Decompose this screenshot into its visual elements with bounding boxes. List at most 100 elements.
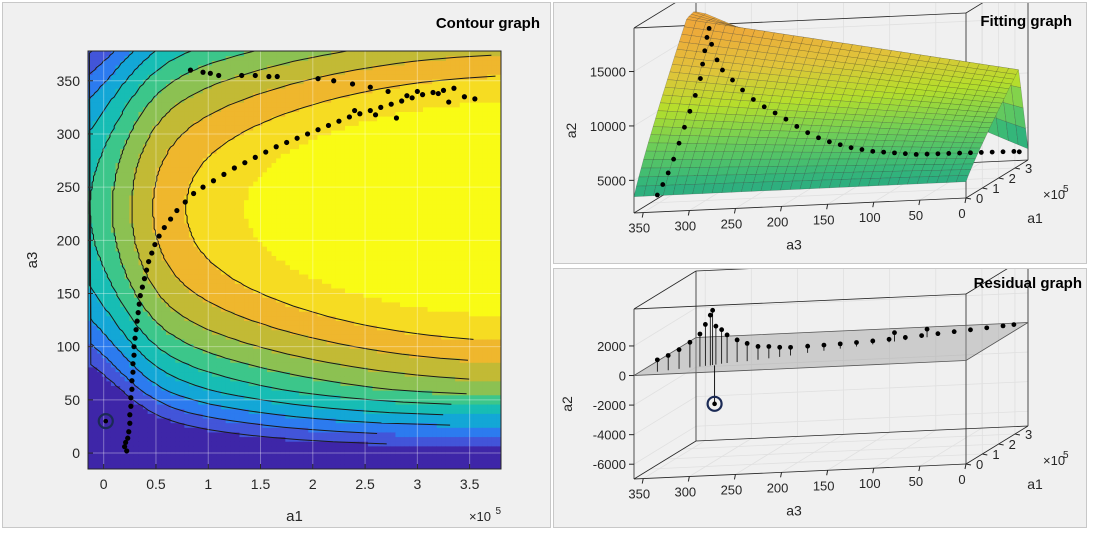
contour-cell xyxy=(92,394,98,400)
contour-cell xyxy=(303,431,309,438)
contour-cell xyxy=(271,171,277,177)
contour-cell xyxy=(193,97,199,103)
contour-cell xyxy=(156,190,163,196)
contour-cell xyxy=(248,218,254,224)
contour-cell xyxy=(303,106,309,112)
contour-cell xyxy=(170,348,176,354)
contour-cell xyxy=(216,311,222,317)
contour-cell xyxy=(147,366,153,373)
contour-cell xyxy=(184,134,190,140)
contour-cell xyxy=(253,394,259,400)
contour-cell xyxy=(175,157,181,164)
contour-cell xyxy=(166,455,172,461)
contour-cell xyxy=(179,394,185,400)
contour-cell xyxy=(170,190,176,196)
contour-cell xyxy=(221,283,227,289)
contour-cell xyxy=(244,125,250,131)
contour-cell xyxy=(161,106,167,112)
contour-cell xyxy=(138,362,144,368)
contour-cell xyxy=(184,431,190,438)
contour-cell xyxy=(106,390,112,396)
contour-cell xyxy=(289,246,296,252)
contour-cell xyxy=(294,181,300,187)
contour-cell xyxy=(303,204,309,210)
contour-cell xyxy=(308,366,314,373)
contour-cell xyxy=(147,92,153,99)
contour-cell xyxy=(303,362,309,368)
contour-cell xyxy=(234,199,241,205)
contour-cell xyxy=(88,162,94,168)
contour-cell xyxy=(294,413,300,419)
contour-cell xyxy=(299,69,305,75)
contour-cell xyxy=(152,148,158,154)
contour-cell xyxy=(156,236,163,243)
contour-cell xyxy=(143,171,149,177)
contour-cell xyxy=(106,194,112,201)
contour-cell xyxy=(110,376,117,382)
contour-cell xyxy=(331,366,337,373)
contour-cell xyxy=(248,306,254,312)
contour-cell xyxy=(152,455,158,461)
contour-cell xyxy=(266,51,273,57)
contour-cell xyxy=(138,445,144,452)
contour-cell xyxy=(193,459,199,465)
contour-cell xyxy=(312,306,319,312)
contour-cell xyxy=(193,194,199,201)
contour-cell xyxy=(147,385,153,391)
contour-cell xyxy=(143,153,149,159)
contour-cell xyxy=(129,185,135,191)
contour-cell xyxy=(198,292,204,298)
contour-cell xyxy=(188,390,195,396)
contour-cell xyxy=(312,343,319,349)
contour-cell xyxy=(317,162,323,168)
contour-cell xyxy=(248,190,254,196)
contour-cell xyxy=(285,445,291,452)
contour-cell xyxy=(308,334,314,340)
contour-cell xyxy=(184,455,190,461)
contour-cell xyxy=(230,394,236,400)
contour-cell xyxy=(331,311,337,317)
contour-cell xyxy=(188,334,195,340)
contour-cell xyxy=(280,264,286,270)
contour-cell xyxy=(257,273,263,280)
contour-cell xyxy=(101,222,107,229)
contour-cell xyxy=(253,357,259,363)
contour-cell xyxy=(289,74,296,80)
contour-cell xyxy=(147,69,153,75)
contour-cell xyxy=(202,264,208,270)
contour-cell xyxy=(175,301,181,308)
contour-cell xyxy=(257,120,263,126)
contour-cell xyxy=(106,287,112,294)
contour-cell xyxy=(198,204,204,210)
contour-cell xyxy=(335,83,341,89)
contour-cell xyxy=(133,120,140,126)
contour-cell xyxy=(184,287,190,294)
contour-cell xyxy=(230,55,236,61)
contour-cell xyxy=(156,116,163,122)
contour-cell xyxy=(216,403,222,410)
contour-cell xyxy=(322,348,328,354)
contour-cell xyxy=(175,362,181,368)
contour-cell xyxy=(276,292,282,298)
contour-cell xyxy=(179,129,185,136)
contour-cell xyxy=(322,260,328,266)
contour-cell xyxy=(124,343,130,349)
contour-cell xyxy=(322,148,328,154)
contour-cell xyxy=(244,283,250,289)
contour-cell xyxy=(312,362,319,368)
contour-cell xyxy=(88,83,94,89)
contour-cell xyxy=(115,297,121,303)
contour-cell xyxy=(202,232,208,238)
contour-cell xyxy=(312,399,319,405)
contour-cell xyxy=(257,380,263,386)
contour-cell xyxy=(184,125,190,131)
contour-cell xyxy=(147,176,153,182)
contour-cell xyxy=(234,376,241,382)
contour-cell xyxy=(202,352,208,359)
contour-cell xyxy=(138,385,144,391)
contour-cell xyxy=(257,222,263,229)
contour-cell xyxy=(294,385,300,391)
contour-cell xyxy=(170,441,176,447)
contour-cell xyxy=(266,297,273,303)
contour-cell xyxy=(133,385,140,391)
